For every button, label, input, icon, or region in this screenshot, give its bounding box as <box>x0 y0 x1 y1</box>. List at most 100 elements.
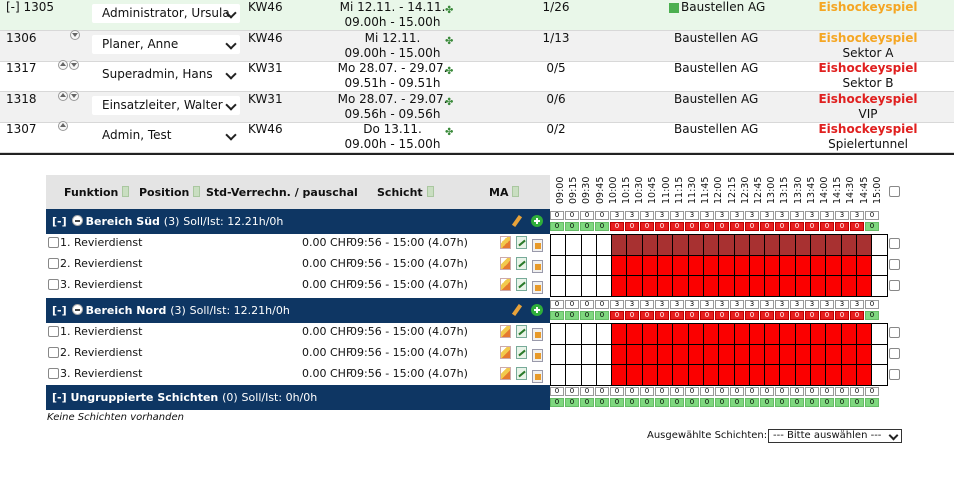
coverage-cell: 3 <box>700 300 714 309</box>
edit-icon[interactable] <box>500 236 511 249</box>
coverage-cell: 0 <box>805 398 819 407</box>
add-icon[interactable] <box>531 215 543 227</box>
sort-icon[interactable] <box>426 186 434 197</box>
assign-icon[interactable] <box>516 236 527 249</box>
copy-icon[interactable] <box>532 328 543 341</box>
timeline-cell <box>612 344 628 365</box>
selected-shifts-label: Ausgewählte Schichten: <box>647 430 768 441</box>
event[interactable]: Eishockeyspiel <box>808 0 928 15</box>
col-schicht[interactable]: Schicht <box>377 186 434 199</box>
collapse-icon[interactable] <box>71 215 83 226</box>
coverage-cell: 0 <box>625 311 639 320</box>
shift-row[interactable]: 1. Revierdienst 0.00 CHF 09:56 - 15:00 (… <box>46 323 550 344</box>
timeline-cell <box>703 255 720 276</box>
section-toggle[interactable]: [-] <box>52 391 67 404</box>
edit-icon[interactable] <box>500 346 511 359</box>
coverage-cell: 3 <box>805 300 819 309</box>
shift-checkbox[interactable] <box>48 237 59 248</box>
assign-icon[interactable] <box>516 346 527 359</box>
copy-icon[interactable] <box>532 239 543 252</box>
coverage-cell: 3 <box>775 300 789 309</box>
sort-icon[interactable] <box>193 186 201 197</box>
collapse-icon[interactable] <box>71 304 83 315</box>
timeline-cell <box>566 365 582 386</box>
project-row[interactable]: 1318 Einsatzleiter, Walter KW31 Mo 28.07… <box>0 91 954 123</box>
timeline-cell <box>551 255 567 276</box>
project-row[interactable]: [-] 1305 Administrator, Ursula KW46 Mi 1… <box>0 0 954 31</box>
move-up-icon[interactable] <box>58 60 68 70</box>
event[interactable]: Eishockeyspiel Spielertunnel <box>808 122 928 152</box>
user-select[interactable]: Superadmin, Hans <box>92 65 240 84</box>
assign-icon[interactable] <box>516 257 527 270</box>
staff-count: 0/6 <box>546 92 566 106</box>
shift-checkbox[interactable] <box>48 258 59 269</box>
assign-icon[interactable] <box>516 367 527 380</box>
project-row[interactable]: 1307 Admin, Test KW46 Do 13.11. 09.00h - … <box>0 121 954 153</box>
move-down-icon[interactable] <box>69 60 79 70</box>
coverage-cell: 0 <box>820 387 834 396</box>
shift-row[interactable]: 1. Revierdienst 0.00 CHF 09:56 - 15:00 (… <box>46 234 550 255</box>
edit-icon[interactable] <box>500 325 511 338</box>
move-up-icon[interactable] <box>58 121 68 131</box>
select-all-checkbox[interactable] <box>889 186 900 197</box>
section-toggle[interactable]: [-] <box>52 215 67 228</box>
timeline-cell <box>566 235 582 256</box>
user-select[interactable]: Einsatzleiter, Walter <box>92 96 240 115</box>
shift-checkbox[interactable] <box>48 326 59 337</box>
shift-row[interactable]: 3. Revierdienst 0.00 CHF 09:56 - 15:00 (… <box>46 276 550 297</box>
row-select-checkbox[interactable] <box>889 369 900 380</box>
col-funktion[interactable]: Funktion <box>64 186 130 199</box>
divider <box>0 153 954 155</box>
edit-icon[interactable] <box>500 257 511 270</box>
row-select-checkbox[interactable] <box>889 348 900 359</box>
shift-checkbox[interactable] <box>48 279 59 290</box>
coverage-cell: 0 <box>610 387 624 396</box>
coverage-cell: 3 <box>715 211 729 220</box>
shift-row[interactable]: 2. Revierdienst 0.00 CHF 09:56 - 15:00 (… <box>46 255 550 276</box>
shift-checkbox[interactable] <box>48 347 59 358</box>
move-down-icon[interactable] <box>70 30 80 40</box>
edit-pencil-icon[interactable] <box>511 303 523 317</box>
event[interactable]: Eishockeyspiel Sektor A <box>808 31 928 61</box>
row-select-checkbox[interactable] <box>889 327 900 338</box>
project-row[interactable]: 1317 Superadmin, Hans KW31 Mo 28.07. - 2… <box>0 60 954 92</box>
event-sub: Sektor A <box>842 46 894 60</box>
project-row[interactable]: 1306 Planer, Anne KW46 Mi 12.11. 09.00h -… <box>0 30 954 62</box>
user-select[interactable]: Admin, Test <box>92 126 240 145</box>
edit-pencil-icon[interactable] <box>511 214 523 228</box>
copy-icon[interactable] <box>532 370 543 383</box>
sort-icon[interactable] <box>512 186 520 197</box>
coverage-cell: 0 <box>820 398 834 407</box>
event[interactable]: Eishockeyspiel Sektor B <box>808 61 928 91</box>
user-select[interactable]: Administrator, Ursula <box>92 4 240 23</box>
event[interactable]: Eishockeyspiel VIP <box>808 92 928 122</box>
selected-shifts-select[interactable]: --- Bitte auswählen --- <box>768 429 902 443</box>
section-header[interactable]: [-] Bereich Nord (3) Soll/Ist: 12.21h/0h <box>46 298 550 323</box>
assign-icon[interactable] <box>516 278 527 291</box>
edit-icon[interactable] <box>500 278 511 291</box>
assign-icon[interactable] <box>516 325 527 338</box>
row-select-checkbox[interactable] <box>889 238 900 249</box>
copy-icon[interactable] <box>532 281 543 294</box>
section-header[interactable]: [-] Ungruppierte Schichten (0) Soll/Ist:… <box>46 385 550 410</box>
timeline-cell <box>734 276 750 297</box>
shift-checkbox[interactable] <box>48 368 59 379</box>
edit-icon[interactable] <box>500 367 511 380</box>
row-select-checkbox[interactable] <box>889 259 900 270</box>
section-toggle[interactable]: [-] <box>52 304 67 317</box>
sort-icon[interactable] <box>122 186 130 197</box>
move-up-icon[interactable] <box>58 91 68 101</box>
chevron-down-icon <box>225 68 237 80</box>
row-select-checkbox[interactable] <box>889 280 900 291</box>
move-down-icon[interactable] <box>69 91 79 101</box>
shift-row[interactable]: 2. Revierdienst 0.00 CHF 09:56 - 15:00 (… <box>46 344 550 365</box>
shift-row[interactable]: 3. Revierdienst 0.00 CHF 09:56 - 15:00 (… <box>46 365 550 386</box>
col-position[interactable]: Position <box>139 186 201 199</box>
timeline-cell <box>551 324 567 345</box>
section-header[interactable]: [-] Bereich Süd (3) Soll/Ist: 12.21h/0h <box>46 209 550 234</box>
add-icon[interactable] <box>531 304 543 316</box>
col-ma[interactable]: MA <box>489 186 520 199</box>
user-select[interactable]: Planer, Anne <box>92 35 240 54</box>
copy-icon[interactable] <box>532 260 543 273</box>
copy-icon[interactable] <box>532 349 543 362</box>
